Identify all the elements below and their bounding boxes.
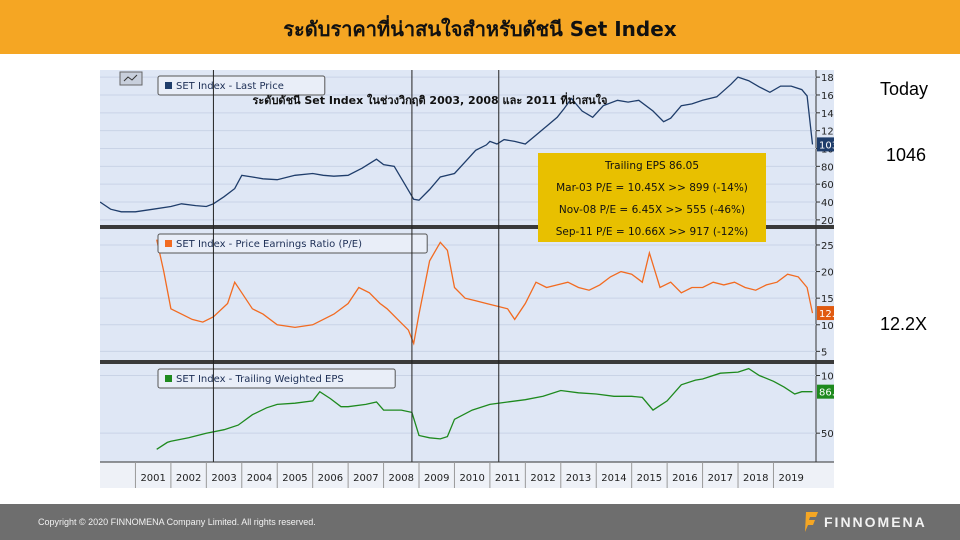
y-tick-label: 5 [821,347,827,358]
y-tick-label: 50 [821,429,834,440]
chart-menu-icon-glyph [123,74,138,82]
y-tick-label: 800 [821,162,834,173]
x-tick-label: 2007 [353,473,378,484]
legend-swatch [165,240,172,247]
price-side-value: 1046 [886,145,927,165]
legend-label: SET Index - Trailing Weighted EPS [176,374,344,385]
x-axis-band [100,462,834,488]
today-label: Today [880,79,929,99]
header-bar: ระดับราคาที่น่าสนใจสำหรับดัชนี Set Index [0,0,960,54]
legend-label: SET Index - Last Price [176,81,284,92]
y-tick-label: 1800 [821,73,834,84]
legend-box [157,75,326,96]
last-value-badge [817,137,834,152]
series-line [156,367,813,450]
x-tick-label: 2004 [247,473,272,484]
footer-bar: Copyright © 2020 FINNOMENA Company Limit… [0,504,960,540]
brand-name: FINNOMENA [824,514,927,530]
y-tick-label: 600 [821,180,834,191]
x-tick-label: 2010 [459,473,484,484]
legend-label: SET Index - Price Earnings Ratio (P/E) [176,239,362,250]
x-tick-label: 2001 [140,473,165,484]
x-tick-label: 2008 [389,473,414,484]
chart-title: ระดับดัชนี Set Index ในช่วงวิกฤติ 2003, … [252,92,607,107]
pe-side-value: 12.2X [880,314,928,334]
y-tick-label: 200 [821,216,834,227]
x-tick-label: 2013 [566,473,591,484]
panel-divider [100,360,834,364]
x-tick-label: 2018 [743,473,768,484]
series-line [100,76,814,213]
last-value-label: 1035.17 [819,140,834,151]
last-value-badge [817,306,834,321]
x-tick-label: 2003 [211,473,236,484]
y-tick-label: 100 [821,372,834,383]
x-tick-label: 2016 [672,473,697,484]
last-value-label: 86.05 [819,388,834,399]
last-value-badge [817,384,834,399]
callout-line: Sep-11 P/E = 10.66X >> 917 (-12%) [556,226,748,238]
chart-area: 200400600800100012001400160018001035.17S… [100,70,834,488]
x-tick-label: 2014 [601,473,626,484]
y-tick-label: 10 [821,321,834,332]
callout-box [538,153,766,242]
chart-frame [100,70,834,488]
x-tick-label: 2019 [778,473,803,484]
y-tick-label: 15 [821,294,834,305]
callout-title: Trailing EPS 86.05 [604,160,699,172]
legend-box [157,368,396,389]
page-title: ระดับราคาที่น่าสนใจสำหรับดัชนี Set Index [283,17,677,41]
x-tick-label: 2012 [530,473,555,484]
series-line [156,239,814,346]
callout-line: Mar-03 P/E = 10.45X >> 899 (-14%) [556,182,748,194]
chart-menu-icon [119,71,143,86]
x-tick-label: 2017 [708,473,733,484]
x-tick-label: 2005 [282,473,307,484]
legend-swatch [165,375,172,382]
last-value-label: 12.0296 [819,309,834,320]
y-tick-label: 1600 [821,91,834,102]
y-tick-label: 1400 [821,109,834,120]
panel-divider [100,225,834,229]
x-tick-label: 2015 [637,473,662,484]
x-tick-label: 2011 [495,473,520,484]
finnomena-logo-icon [805,512,818,532]
y-tick-label: 25 [821,241,834,252]
x-tick-label: 2009 [424,473,449,484]
y-tick-label: 400 [821,198,834,209]
legend-swatch [165,82,172,89]
callout-line: Nov-08 P/E = 6.45X >> 555 (-46%) [559,204,745,216]
x-tick-label: 2006 [318,473,343,484]
copyright-text: Copyright © 2020 FINNOMENA Company Limit… [38,517,316,527]
y-tick-label: 20 [821,268,834,279]
x-tick-label: 2002 [176,473,201,484]
legend-box [157,233,428,254]
